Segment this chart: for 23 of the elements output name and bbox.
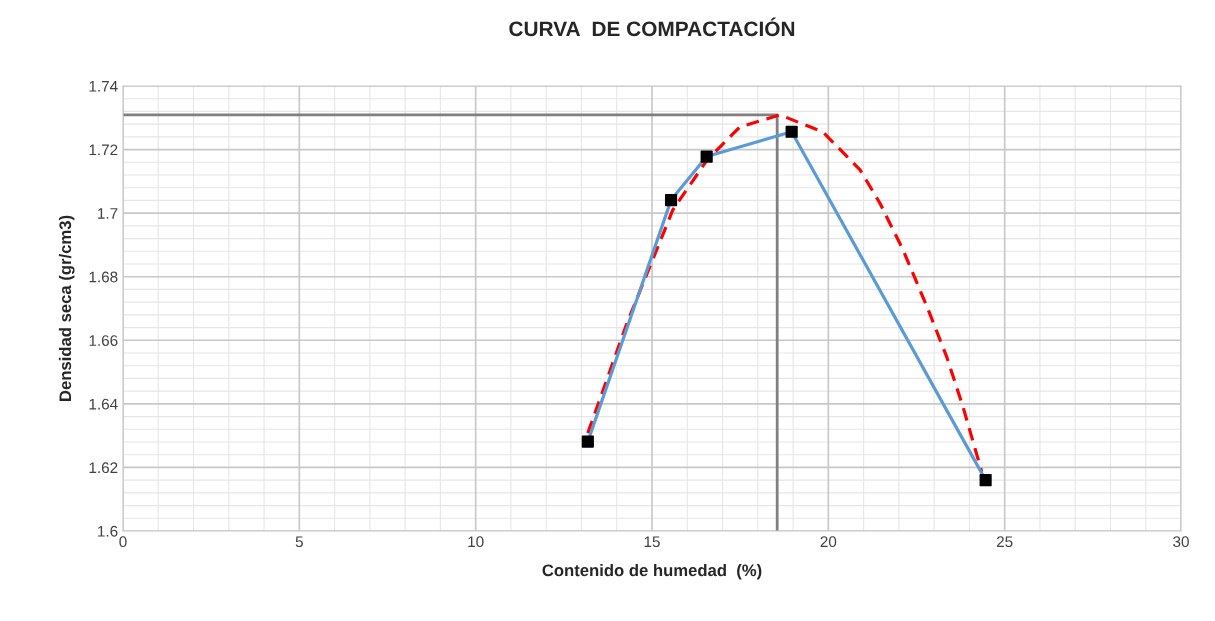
y-tick-label: 1.66 <box>89 335 118 346</box>
point <box>581 435 594 448</box>
y-tick-label: 1.64 <box>89 398 118 410</box>
x-tick-label: 5 <box>295 536 303 548</box>
y-tick-label: 1.68 <box>89 271 118 283</box>
point <box>979 474 992 487</box>
x-tick-label: 25 <box>996 536 1013 548</box>
x-tick-label: 30 <box>1173 536 1189 548</box>
y-tick-label: 1.62 <box>89 462 118 474</box>
y-axis-title: Densidad seca (gr/cm3) <box>58 215 75 401</box>
y-tick-label: 1.7 <box>98 208 118 219</box>
y-tick-label: 1.6 <box>98 525 118 537</box>
y-tick-label: 1.74 <box>89 81 118 92</box>
point <box>664 194 678 207</box>
chart-title: CURVA DE COMPACTACIÓN <box>509 17 795 37</box>
y-tick-label: 1.72 <box>89 144 118 156</box>
point <box>785 125 798 138</box>
x-tick-label: 15 <box>644 536 660 548</box>
x-tick-label: 20 <box>820 536 837 548</box>
point <box>700 150 713 163</box>
x-tick-label: 0 <box>119 536 127 548</box>
x-axis-title: Contenido de humedad (%) <box>542 563 762 580</box>
x-tick-label: 10 <box>468 536 484 548</box>
